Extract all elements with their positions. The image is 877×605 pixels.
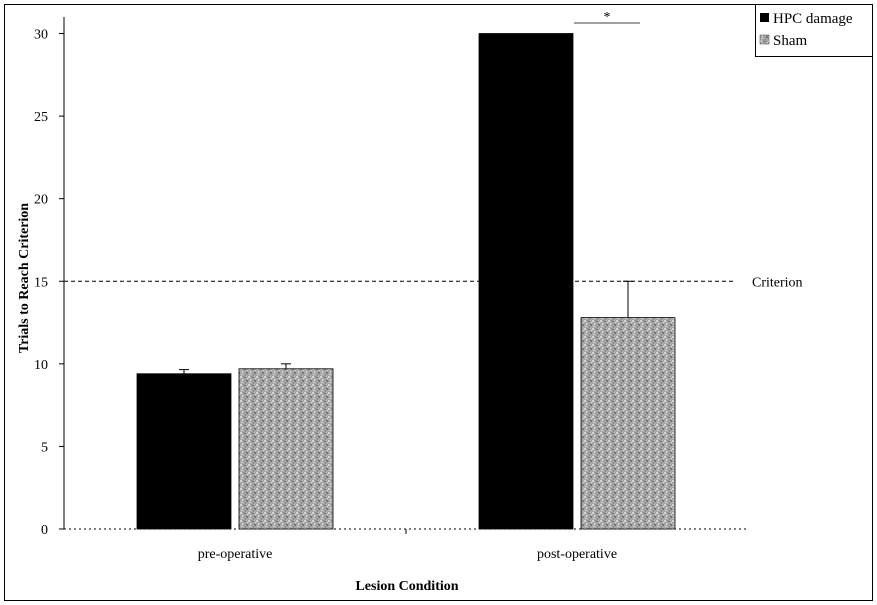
legend: HPC damage Sham (755, 4, 873, 57)
chart-border (4, 4, 873, 601)
bar-hpc-damage-pre-operative (136, 373, 232, 530)
legend-label-hpc-damage: HPC damage (773, 11, 853, 27)
legend-label-sham: Sham (773, 33, 808, 49)
x-tick-label: post-operative (537, 547, 617, 562)
y-tick-label: 5 (41, 440, 48, 455)
y-tick-label: 30 (34, 28, 48, 43)
criterion-label: Criterion (752, 275, 803, 290)
legend-swatch-hpc-damage (760, 13, 769, 22)
y-tick-label: 0 (41, 523, 48, 538)
annotations-group: * Criterion (64, 10, 803, 290)
bar-sham-post-operative (580, 317, 676, 530)
y-tick-label: 15 (34, 275, 48, 290)
legend-swatch-sham (759, 34, 770, 45)
significance-label: * (604, 10, 611, 25)
legend-box (755, 4, 873, 57)
y-axis-label: Trials to Reach Criterion (17, 203, 32, 353)
x-axis-label: Lesion Condition (355, 579, 458, 594)
y-tick-label: 20 (34, 193, 48, 208)
y-tick-label: 10 (34, 358, 48, 373)
bar-sham-pre-operative (238, 368, 334, 530)
axes: 0 5 10 15 20 25 30 pre-operative post-operative (34, 17, 748, 562)
y-tick-label: 25 (34, 110, 48, 125)
x-tick-label: pre-operative (198, 547, 273, 562)
bars-group (136, 33, 676, 530)
